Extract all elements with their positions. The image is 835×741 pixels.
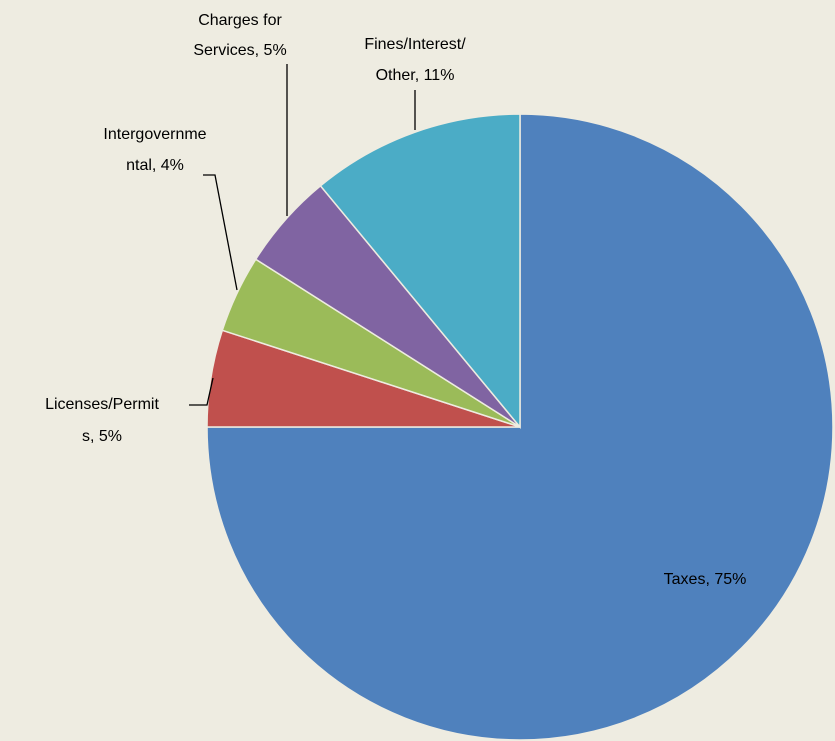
data-label: s, 5% xyxy=(82,428,122,445)
leader-line xyxy=(189,377,214,406)
data-label: Taxes, 75% xyxy=(664,571,747,588)
data-label: Intergovernme xyxy=(103,126,206,143)
data-label: Other, 11% xyxy=(376,67,455,84)
data-label: Charges for xyxy=(198,12,282,29)
pie-slice xyxy=(319,113,521,430)
pie-slice xyxy=(206,113,834,741)
data-label: Fines/Interest/ xyxy=(364,36,466,53)
leader-line xyxy=(203,174,238,291)
data-label: ntal, 4% xyxy=(126,157,184,174)
data-label: Licenses/Permit xyxy=(45,396,159,413)
data-label: Services, 5% xyxy=(193,42,286,59)
